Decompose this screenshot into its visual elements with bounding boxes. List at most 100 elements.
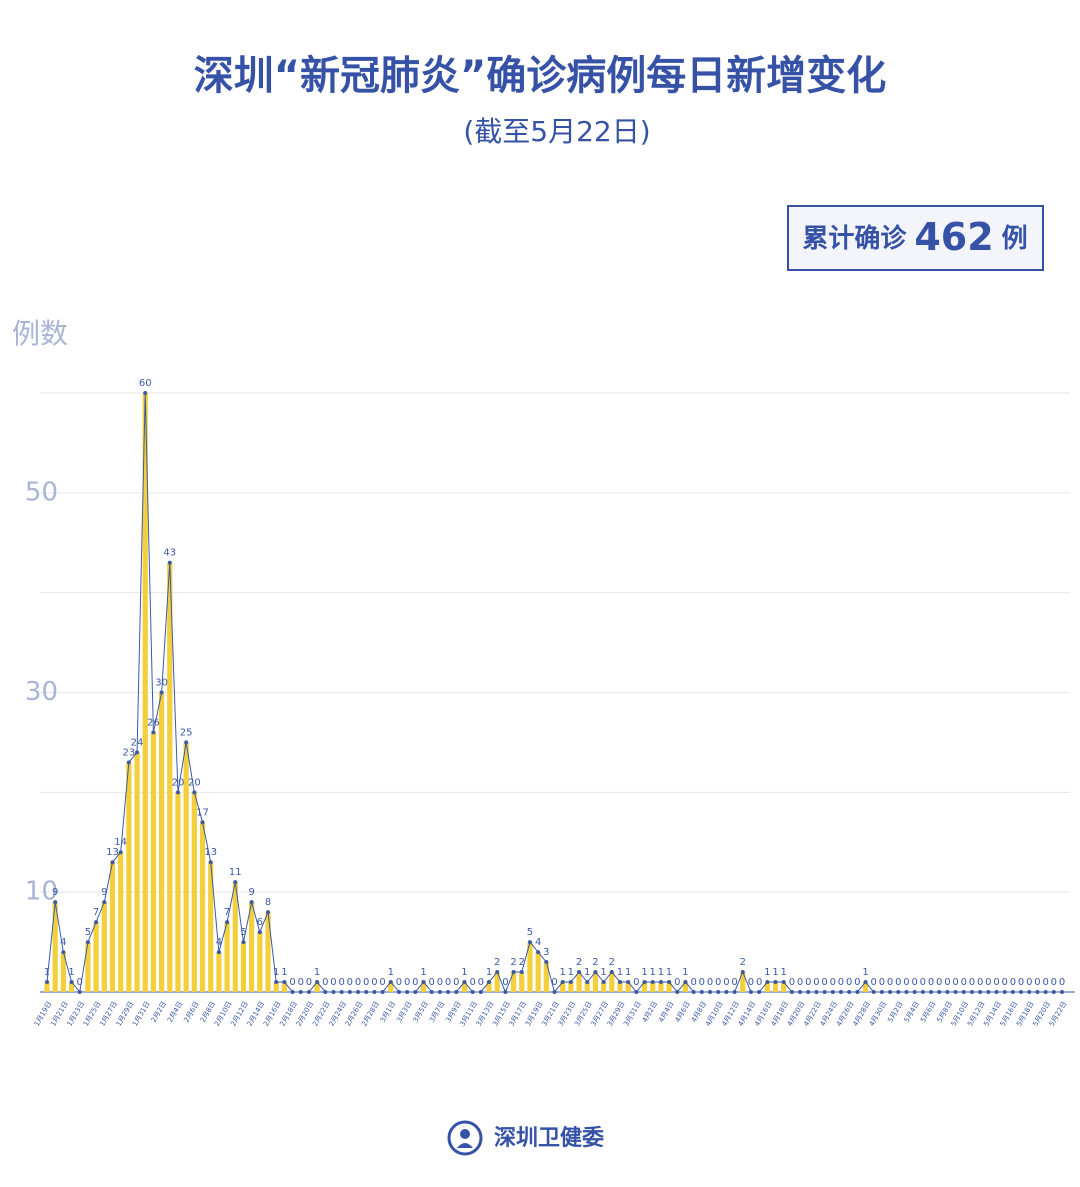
point [339, 990, 344, 994]
point [806, 990, 811, 994]
bar [273, 982, 279, 992]
value-label: 0 [633, 977, 639, 988]
value-label: 0 [322, 977, 328, 988]
value-label: 11 [229, 867, 242, 878]
value-label: 0 [699, 977, 705, 988]
point [667, 980, 672, 985]
point [961, 990, 966, 994]
bar [167, 562, 173, 992]
point [896, 990, 901, 994]
value-label: 0 [1034, 977, 1040, 988]
value-label: 0 [77, 977, 83, 988]
value-label: 0 [1018, 977, 1024, 988]
point [708, 990, 713, 994]
footer-text: 深圳卫健委 [494, 1125, 604, 1151]
point [847, 990, 852, 994]
point [527, 940, 532, 945]
point [454, 990, 459, 994]
point [822, 990, 827, 994]
point [437, 990, 442, 994]
value-label: 1 [666, 967, 672, 978]
point [617, 980, 622, 985]
bar [625, 982, 631, 992]
value-label: 24 [131, 737, 144, 748]
bar [142, 393, 148, 992]
value-label: 2 [609, 957, 615, 968]
value-label: 0 [1059, 977, 1065, 988]
bar [740, 972, 746, 992]
value-label: 0 [854, 977, 860, 988]
value-label: 0 [756, 977, 762, 988]
point [388, 980, 393, 985]
value-label: 0 [355, 977, 361, 988]
value-label: 0 [347, 977, 353, 988]
point [536, 950, 541, 955]
point [143, 391, 148, 395]
point [585, 980, 590, 985]
value-label: 0 [330, 977, 336, 988]
value-label: 0 [895, 977, 901, 988]
point [732, 990, 737, 994]
point [634, 990, 639, 994]
bar [216, 952, 222, 992]
value-label: 0 [469, 977, 475, 988]
point [53, 900, 58, 905]
bar [257, 932, 263, 992]
bar [486, 982, 492, 992]
point [519, 970, 524, 975]
point [994, 990, 999, 994]
point [266, 910, 271, 915]
value-label: 1 [781, 967, 787, 978]
point [912, 990, 917, 994]
value-label: 0 [944, 977, 950, 988]
total-box [787, 205, 1044, 271]
point [789, 990, 794, 994]
value-label: 0 [289, 977, 295, 988]
point [274, 980, 279, 985]
point [167, 560, 172, 565]
point [1060, 990, 1064, 994]
point [544, 960, 549, 965]
point [200, 820, 205, 825]
point [61, 950, 66, 955]
point [593, 970, 598, 975]
point [781, 980, 786, 985]
point [478, 990, 483, 994]
point [757, 990, 762, 994]
value-label: 0 [985, 977, 991, 988]
value-label: 13 [204, 847, 217, 858]
value-label: 0 [551, 977, 557, 988]
value-label: 1 [420, 967, 426, 978]
bar [641, 982, 648, 992]
value-label: 25 [180, 727, 193, 738]
point [45, 980, 49, 985]
bar [175, 792, 181, 992]
bar [584, 982, 590, 992]
value-label: 0 [903, 977, 909, 988]
bar [560, 982, 566, 992]
point [429, 990, 434, 994]
total-value: 462 [914, 215, 993, 259]
bar [535, 952, 541, 992]
point [380, 990, 385, 994]
y-tick-label: 10 [25, 877, 58, 907]
value-label: 2 [519, 957, 525, 968]
point [364, 990, 369, 994]
point [372, 990, 377, 994]
bar [781, 982, 787, 992]
value-label: 0 [731, 977, 737, 988]
bar [658, 982, 664, 992]
value-label: 0 [707, 977, 713, 988]
point [1027, 990, 1032, 994]
value-label: 0 [338, 977, 344, 988]
point [298, 990, 303, 994]
value-label: 1 [568, 967, 574, 978]
point [863, 980, 868, 985]
bar [68, 982, 75, 992]
value-label: 0 [723, 977, 729, 988]
point [503, 990, 508, 994]
bar [183, 742, 189, 992]
value-label: 23 [122, 747, 135, 758]
value-label: 0 [1026, 977, 1032, 988]
